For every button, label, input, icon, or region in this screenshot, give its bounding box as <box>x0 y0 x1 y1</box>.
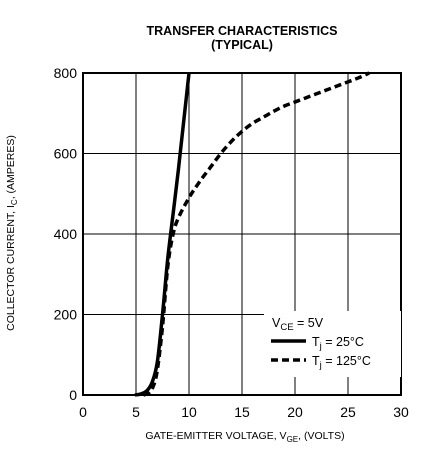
legend: VCE = 5V Tj = 25°C Tj = 125°C <box>264 311 401 377</box>
grid-lines <box>83 73 401 395</box>
plot-frame <box>82 72 402 396</box>
y-tick-label-4: 800 <box>54 65 78 81</box>
y-tick-label-0: 0 <box>69 387 77 403</box>
x-tick-label-3: 15 <box>234 404 250 420</box>
series-line-solid <box>134 72 191 397</box>
y-axis-ticks: 0 200 400 600 800 <box>54 65 78 403</box>
legend-condition: VCE = 5V <box>272 316 324 333</box>
x-tick-label-4: 20 <box>287 404 303 420</box>
x-axis-label: GATE-EMITTER VOLTAGE, VGE, (VOLTS) <box>145 430 344 444</box>
x-tick-label-1: 5 <box>132 404 140 420</box>
y-axis-label: COLLECTOR CURRENT, IC, (AMPERES) <box>5 135 19 331</box>
series-line-dashed <box>142 71 370 397</box>
series-group <box>134 71 370 397</box>
x-tick-label-0: 0 <box>79 404 87 420</box>
legend-entry-125c: Tj = 125°C <box>312 354 371 371</box>
legend-box <box>264 311 401 377</box>
x-tick-label-2: 10 <box>181 404 197 420</box>
chart-title: TRANSFER CHARACTERISTICS <box>147 24 338 38</box>
y-tick-label-2: 400 <box>54 226 78 242</box>
y-tick-label-3: 600 <box>54 146 78 162</box>
x-axis-ticks: 0 5 10 15 20 25 30 <box>79 404 409 420</box>
legend-entry-25c: Tj = 25°C <box>312 335 364 352</box>
chart-subtitle: (TYPICAL) <box>211 38 273 52</box>
x-tick-label-5: 25 <box>340 404 356 420</box>
x-tick-label-6: 30 <box>393 404 409 420</box>
y-tick-label-1: 200 <box>54 307 78 323</box>
